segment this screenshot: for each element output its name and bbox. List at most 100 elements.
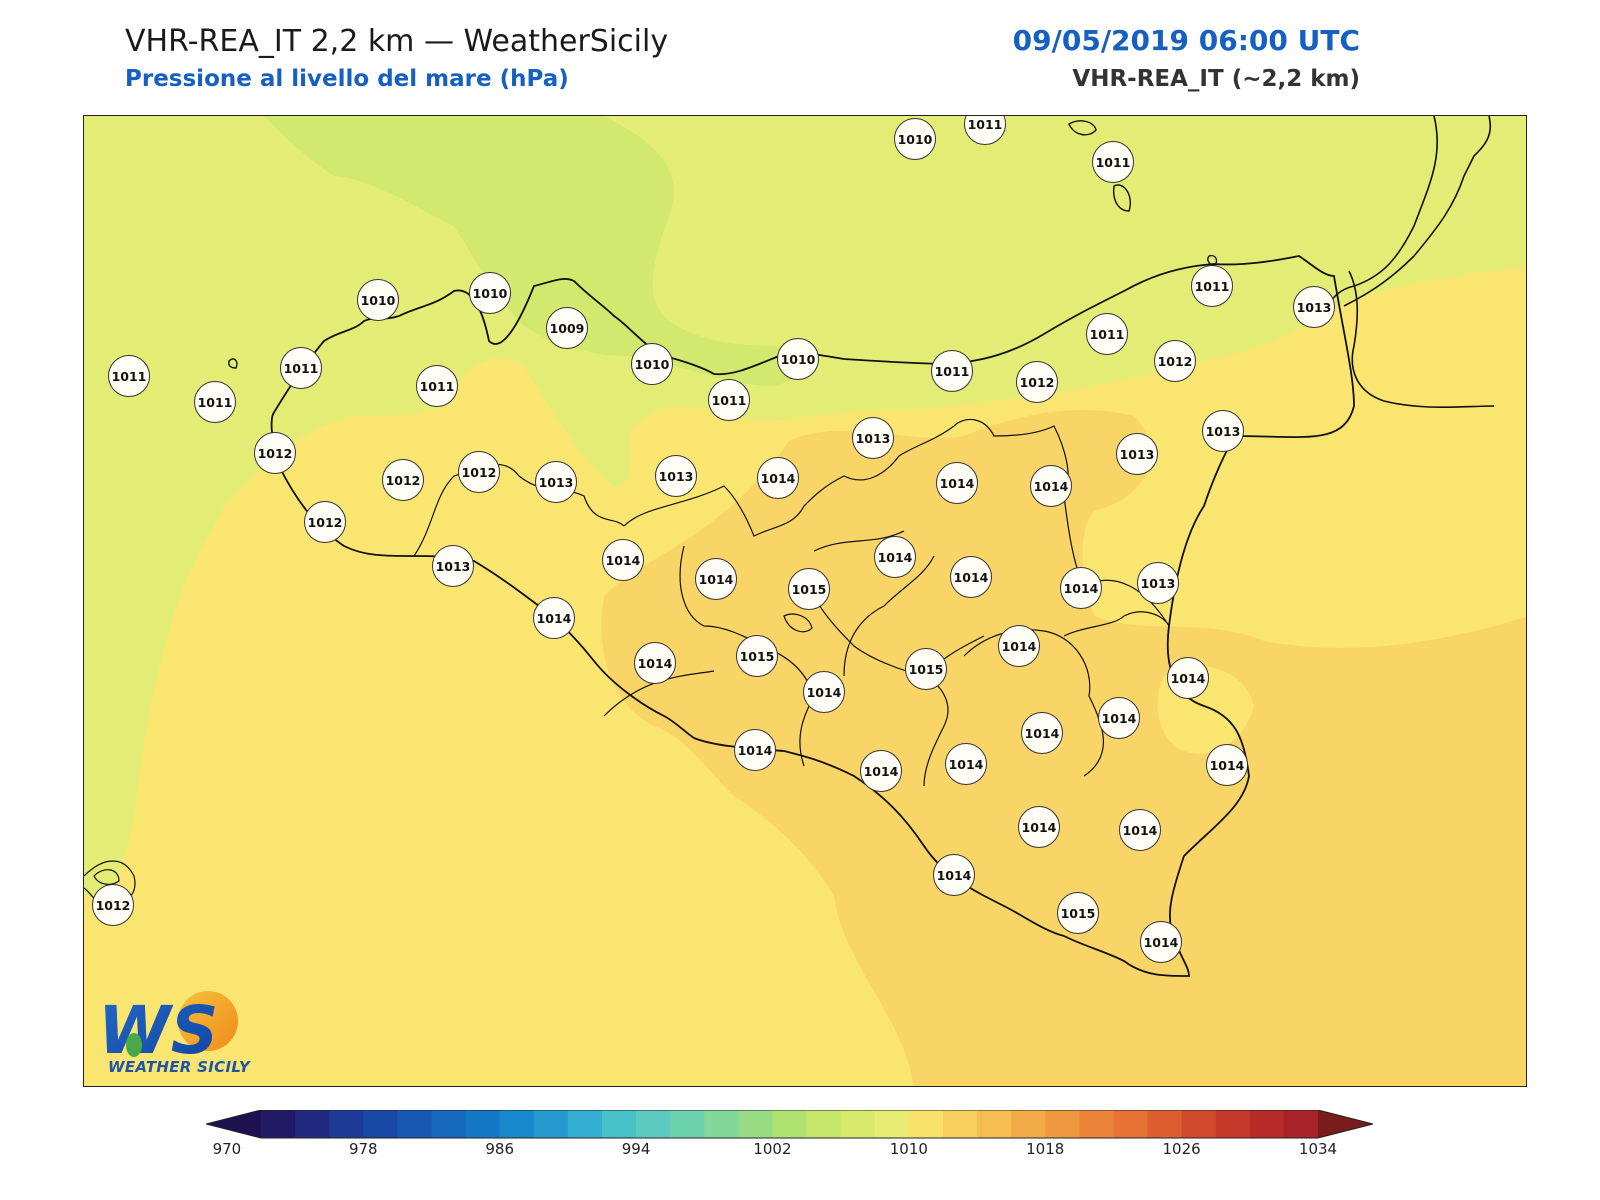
valid-datetime: 09/05/2019 06:00 UTC: [1012, 24, 1360, 57]
colorbar-arrow-low: [206, 1110, 261, 1138]
station-pressure-value: 1014: [936, 462, 978, 504]
station-pressure-value: 1011: [280, 347, 322, 389]
colorbar-segment: [567, 1110, 603, 1138]
station-pressure-value: 1009: [546, 307, 588, 349]
station-pressure-value: 1014: [1018, 806, 1060, 848]
model-label: VHR-REA_IT (~2,2 km): [1072, 66, 1360, 92]
colorbar-segment: [1249, 1110, 1285, 1138]
colorbar-tick-label: 1026: [1162, 1140, 1201, 1158]
station-pressure-value: 1012: [382, 459, 424, 501]
sicily-coastline: [270, 255, 1355, 977]
colorbar-segment: [874, 1110, 910, 1138]
station-pressure-value: 1014: [1140, 921, 1182, 963]
station-pressure-value: 1013: [1137, 562, 1179, 604]
station-pressure-value: 1013: [1293, 286, 1335, 328]
station-pressure-value: 1013: [852, 417, 894, 459]
colorbar-segment: [1181, 1110, 1217, 1138]
station-pressure-value: 1015: [1057, 892, 1099, 934]
colorbar-segment: [977, 1110, 1012, 1138]
colorbar-tick-label: 994: [621, 1140, 651, 1158]
station-pressure-value: 1014: [803, 671, 845, 713]
map-title: VHR-REA_IT 2,2 km — WeatherSicily: [125, 24, 669, 59]
colorbar-segment: [1147, 1110, 1183, 1138]
station-pressure-value: 1014: [734, 729, 776, 771]
station-pressure-value: 1012: [1154, 340, 1196, 382]
station-pressure-value: 1011: [1092, 141, 1134, 183]
colorbar-segment: [840, 1110, 876, 1138]
station-pressure-value: 1012: [1016, 361, 1058, 403]
colorbar-segment: [261, 1110, 296, 1138]
station-pressure-value: 1013: [432, 545, 474, 587]
colorbar-segment: [636, 1110, 671, 1138]
station-pressure-value: 1014: [1021, 712, 1063, 754]
station-pressure-value: 1010: [631, 343, 673, 385]
colorbar-segment: [1011, 1110, 1046, 1138]
colorbar-tick-label: 1002: [753, 1140, 792, 1158]
station-pressure-value: 1014: [1167, 657, 1209, 699]
station-pressure-value: 1010: [894, 118, 936, 160]
colorbar-segment: [738, 1110, 774, 1138]
station-pressure-value: 1011: [1191, 265, 1233, 307]
pressure-map: 1010 1011 1011 1011 1011 1011 1010 1010 1009 1010…: [83, 115, 1527, 1087]
station-pressure-value: 1014: [634, 642, 676, 684]
station-pressure-value: 1014: [602, 539, 644, 581]
colorbar-segment: [465, 1110, 501, 1138]
colorbar: [206, 1110, 1374, 1139]
station-pressure-value: 1014: [757, 457, 799, 499]
station-pressure-value: 1011: [194, 381, 236, 423]
island-east-islet: [783, 613, 813, 633]
colorbar-segment: [704, 1110, 739, 1138]
station-pressure-value: 1015: [905, 648, 947, 690]
colorbar-segment: [1283, 1110, 1319, 1138]
station-pressure-value: 1014: [874, 536, 916, 578]
colorbar-tick-label: 986: [485, 1140, 514, 1158]
colorbar-tick-label: 1034: [1298, 1140, 1338, 1158]
station-pressure-value: 1011: [931, 350, 973, 392]
field-1009: [264, 116, 801, 386]
island-egadi-1: [228, 358, 238, 369]
station-pressure-value: 1014: [1030, 465, 1072, 507]
colorbar-tick-label: 978: [348, 1140, 378, 1158]
colorbar-segment: [533, 1110, 569, 1138]
colorbar-segment: [601, 1110, 637, 1138]
station-pressure-value: 1015: [736, 635, 778, 677]
island-aeolian-2: [1112, 184, 1131, 212]
station-pressure-value: 1010: [777, 338, 819, 380]
colorbar-segment: [363, 1110, 398, 1138]
logo-text: WEATHER SICILY: [108, 1058, 251, 1076]
station-pressure-value: 1014: [945, 743, 987, 785]
svg-text:WS: WS: [98, 992, 218, 1069]
colorbar-segment: [499, 1110, 535, 1138]
island-pantelleria: [93, 869, 120, 885]
field-1010: [84, 116, 1526, 896]
colorbar-segment: [431, 1110, 467, 1138]
field-1015: [601, 409, 1526, 1086]
colorbar-segment: [942, 1110, 978, 1138]
station-pressure-value: 1013: [535, 461, 577, 503]
station-pressure-value: 1014: [1206, 744, 1248, 786]
station-pressure-value: 1011: [708, 379, 750, 421]
station-pressure-value: 1014: [1060, 567, 1102, 609]
station-pressure-value: 1012: [254, 432, 296, 474]
station-pressure-value: 1014: [1098, 697, 1140, 739]
station-pressure-value: 1010: [469, 272, 511, 314]
station-pressure-value: 1012: [92, 884, 134, 926]
station-pressure-value: 1014: [950, 556, 992, 598]
station-pressure-value: 1015: [788, 568, 830, 610]
station-pressure-value: 1013: [655, 455, 697, 497]
colorbar-segment: [670, 1110, 705, 1138]
colorbar-segment: [806, 1110, 842, 1138]
station-pressure-value: 1014: [695, 558, 737, 600]
station-pressure-value: 1013: [1116, 433, 1158, 475]
station-pressure-value: 1014: [1119, 809, 1161, 851]
station-pressure-value: 1011: [108, 355, 150, 397]
colorbar-tick-label: 970: [212, 1140, 242, 1158]
station-pressure-value: 1014: [860, 750, 902, 792]
colorbar-segment: [329, 1110, 364, 1138]
station-pressure-value: 1012: [458, 451, 500, 493]
colorbar-frame: [206, 1110, 1374, 1139]
station-pressure-value: 1014: [533, 597, 575, 639]
colorbar-segment: [1079, 1110, 1115, 1138]
station-pressure-value: 1011: [416, 365, 458, 407]
weathersicily-logo: WS: [98, 991, 238, 1069]
